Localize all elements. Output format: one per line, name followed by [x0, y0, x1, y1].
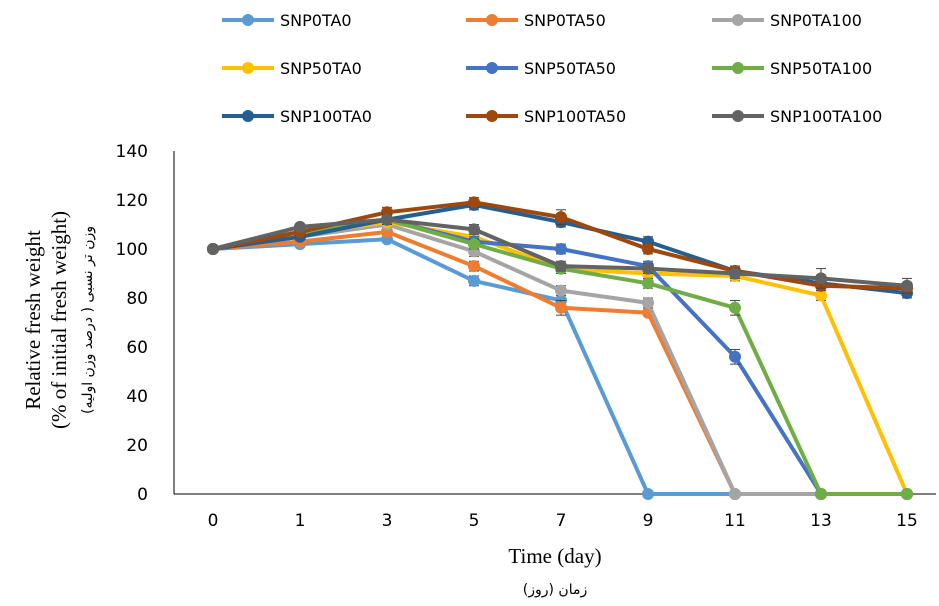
legend-marker — [486, 62, 498, 74]
plot-area — [207, 196, 913, 500]
data-point — [468, 238, 480, 251]
y-tick-label: 140 — [116, 142, 148, 162]
legend-label: SNP50TA0 — [280, 59, 362, 78]
legend-item-SNP50TA0: SNP50TA0 — [222, 59, 362, 78]
y-tick-labels: 0 20 40 60 80 100 120 140 — [116, 142, 148, 505]
legend-marker — [486, 14, 498, 26]
legend-item-SNP100TA0: SNP100TA0 — [222, 107, 372, 126]
x-tick-label: 13 — [810, 511, 832, 531]
legend-marker — [486, 110, 498, 122]
legend-item-SNP50TA50: SNP50TA50 — [466, 59, 616, 78]
y-axis-title-group: Relative fresh weight — [21, 230, 45, 410]
data-point — [468, 274, 480, 287]
legend-label: SNP100TA50 — [524, 107, 626, 126]
data-point — [468, 223, 480, 236]
y-tick-label: 80 — [126, 289, 148, 309]
y-axis-title-line-2: (% of initial fresh weight) — [47, 211, 71, 429]
series-SNP50TA50 — [207, 213, 913, 500]
x-tick-label: 0 — [208, 511, 219, 531]
legend-label: SNP50TA50 — [524, 59, 616, 78]
data-point — [815, 272, 827, 285]
data-point — [729, 301, 741, 314]
x-tick-labels: 0 1 3 5 7 9 11 13 15 — [208, 511, 918, 531]
data-point — [555, 284, 567, 297]
y-tick-label: 60 — [126, 338, 148, 358]
data-point — [642, 296, 654, 309]
legend-marker — [732, 14, 744, 26]
data-point — [468, 260, 480, 273]
x-tick-label: 3 — [382, 511, 393, 531]
chart-legend: SNP0TA0 SNP0TA50 SNP0TA100 SNP50TA0 SNP50TA5… — [222, 11, 882, 126]
legend-item-SNP100TA50: SNP100TA50 — [466, 107, 626, 126]
y-axis-title-group-3: وزن تر نسبی ( درصد وزن اولیه) — [80, 226, 96, 414]
data-point — [729, 350, 741, 363]
x-tick-label: 9 — [643, 511, 654, 531]
x-tick-label: 11 — [724, 511, 746, 531]
legend-item-SNP100TA100: SNP100TA100 — [712, 107, 882, 126]
y-tick-label: 0 — [137, 485, 148, 505]
legend-marker — [242, 110, 254, 122]
data-point — [729, 267, 741, 280]
data-point — [555, 211, 567, 224]
y-axis-title-line-1: Relative fresh weight — [21, 230, 45, 410]
data-point — [901, 488, 913, 500]
data-point — [555, 301, 567, 314]
data-point — [555, 243, 567, 255]
legend-item-SNP50TA100: SNP50TA100 — [712, 59, 872, 78]
legend-label: SNP50TA100 — [770, 59, 872, 78]
data-point — [294, 220, 306, 233]
data-point — [815, 488, 827, 500]
legend-item-SNP0TA100: SNP0TA100 — [712, 11, 862, 30]
data-point — [642, 243, 654, 255]
y-tick-label: 120 — [116, 191, 148, 211]
data-point — [642, 277, 654, 290]
y-tick-label: 100 — [116, 240, 148, 260]
legend-marker — [242, 14, 254, 26]
data-point — [729, 488, 741, 500]
y-tick-label: 20 — [126, 436, 148, 456]
data-point — [555, 260, 567, 273]
series-SNP100TA100 — [207, 213, 913, 294]
y-axis-title-line-3: وزن تر نسبی ( درصد وزن اولیه) — [80, 226, 96, 414]
legend-marker — [732, 62, 744, 74]
x-tick-label: 1 — [295, 511, 306, 531]
series-SNP50TA0 — [207, 216, 913, 500]
chart-axes — [173, 151, 936, 495]
x-tick-label: 5 — [469, 511, 480, 531]
legend-label: SNP0TA100 — [770, 11, 862, 30]
data-point — [468, 196, 480, 209]
x-axis-title-secondary: زمان (روز) — [523, 582, 587, 598]
legend-label: SNP0TA50 — [524, 11, 606, 30]
legend-label: SNP100TA0 — [280, 107, 372, 126]
data-point — [642, 488, 654, 500]
x-axis-title: Time (day) — [508, 544, 601, 568]
x-tick-label: 7 — [556, 511, 567, 531]
legend-marker — [242, 62, 254, 74]
data-point — [642, 262, 654, 275]
legend-item-SNP0TA0: SNP0TA0 — [222, 11, 352, 30]
x-tick-label: 15 — [896, 511, 918, 531]
series-SNP50TA100 — [207, 213, 913, 500]
legend-label: SNP100TA100 — [770, 107, 882, 126]
data-point — [901, 279, 913, 292]
y-tick-label: 40 — [126, 387, 148, 407]
legend-label: SNP0TA0 — [280, 11, 352, 30]
data-point — [207, 243, 219, 255]
data-point — [815, 289, 827, 302]
y-axis-title-group-2: (% of initial fresh weight) — [47, 211, 71, 429]
legend-item-SNP0TA50: SNP0TA50 — [466, 11, 606, 30]
data-point — [381, 213, 393, 226]
legend-marker — [732, 110, 744, 122]
